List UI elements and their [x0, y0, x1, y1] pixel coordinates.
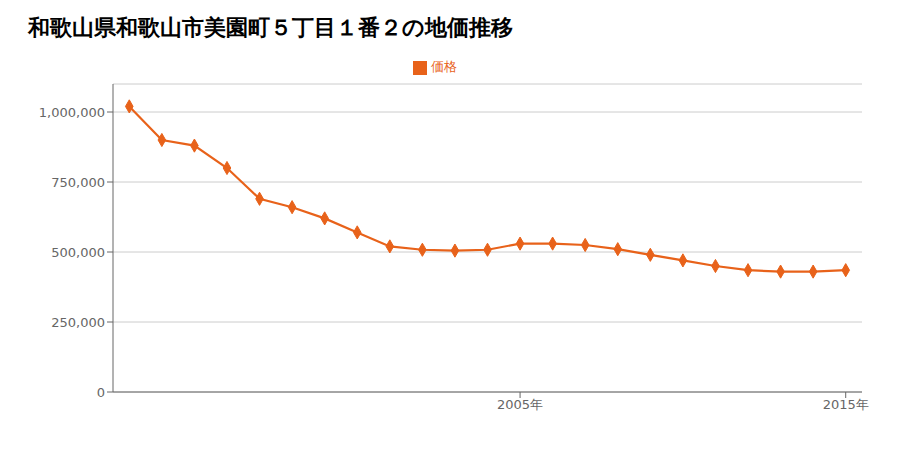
svg-text:250,000: 250,000 [51, 315, 105, 330]
html-text:和歌山県和歌山市美園町５丁目１番２の地価推移: 和歌山県和歌山市美園町５丁目１番２の地価推移 [28, 15, 513, 40]
svg-text:2005年: 2005年 [497, 397, 543, 412]
svg-text:1,000,000: 1,000,000 [39, 105, 105, 120]
svg-text:750,000: 750,000 [51, 175, 105, 190]
svg-text:500,000: 500,000 [51, 245, 105, 260]
svg-text:0: 0 [97, 385, 105, 400]
svg-text:2015年: 2015年 [823, 397, 869, 412]
html-text:価格: 価格 [431, 59, 457, 74]
